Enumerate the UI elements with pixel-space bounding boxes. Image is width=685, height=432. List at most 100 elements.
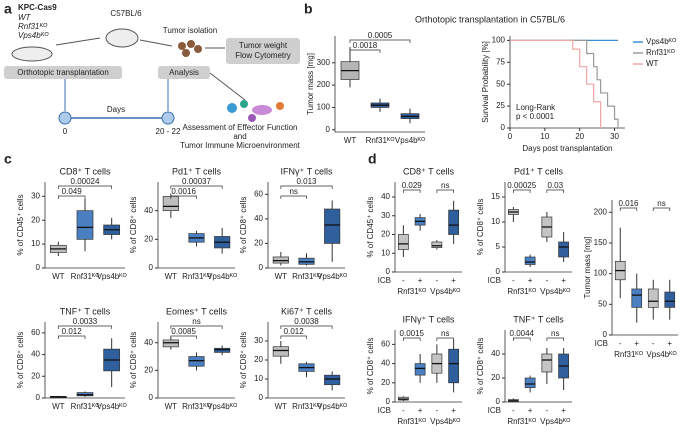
y-axis-label: Tumor mass [mg] — [583, 237, 592, 299]
p-value: 0.013 — [296, 177, 317, 186]
p-value: 0.0085 — [171, 327, 196, 336]
box — [448, 348, 460, 384]
y-tick-label: 60 — [381, 340, 390, 349]
bracket — [436, 337, 454, 341]
p-value: 0.0018 — [353, 41, 378, 50]
y-tick-label: 20 — [254, 355, 263, 364]
days-label: Days — [107, 105, 125, 114]
x-tick-label: + — [528, 276, 533, 285]
chart-title: Pd1⁺ T cells — [514, 166, 563, 176]
day: 20 - 22 — [156, 127, 181, 136]
p-value: ns — [657, 199, 665, 208]
p-value: ns — [441, 329, 449, 338]
y-axis-label: Survival Probability [%] — [481, 41, 490, 123]
legend-label: Rnf31ᴷᴼ — [646, 48, 675, 57]
y-tick-label: 0 — [259, 393, 264, 402]
x-tick-label: 20 — [575, 132, 584, 141]
arrow — [55, 37, 101, 46]
bracket — [403, 189, 421, 193]
mouse-strain: C57BL/6 — [110, 9, 142, 18]
box — [431, 241, 443, 248]
x-tick-label: - — [436, 276, 439, 285]
bracket — [546, 337, 564, 341]
y-tick-label: 150 — [594, 238, 608, 247]
x-tick-label: - — [652, 339, 655, 348]
x-tick-label: + — [561, 406, 566, 415]
y-axis-label: % of CD8⁺ cells — [129, 197, 138, 254]
axis — [504, 182, 572, 273]
y-tick-label: 300 — [317, 58, 331, 67]
y-tick-label: 0 — [36, 393, 41, 402]
x-tick-label: Vps4bᴷᴼ — [97, 272, 127, 281]
box — [631, 288, 643, 308]
y-axis-label: % of CD8⁺ cells — [476, 199, 485, 256]
x-tick-label: WT — [165, 402, 178, 411]
group-label: Rnf31ᴷᴼ — [397, 417, 426, 426]
genotype: WT — [18, 13, 32, 22]
group-label: Vps4bᴷᴼ — [430, 417, 460, 426]
x-tick-label: Vps4bᴷᴼ — [317, 402, 347, 411]
box — [76, 210, 94, 240]
panel-letter: a — [4, 1, 12, 17]
hue-label: ICB — [488, 406, 501, 415]
y-axis-label: % of CD8⁺ cells — [476, 338, 485, 395]
y-tick-label: 0 — [149, 393, 154, 402]
bracket — [57, 335, 86, 339]
y-tick-label: 75 — [496, 57, 505, 66]
bracket — [170, 335, 197, 339]
bracket — [513, 337, 531, 341]
bracket — [349, 39, 411, 43]
annotation: p < 0.0001 — [516, 112, 555, 121]
panel-title: Orthotopic transplantation in C57BL/6 — [415, 14, 565, 24]
bracket — [280, 195, 307, 199]
step-box — [4, 66, 122, 79]
p-value: 0.0038 — [294, 317, 319, 326]
readout: Flow Cytometry — [235, 51, 291, 60]
step-box — [158, 66, 210, 79]
bracket — [513, 189, 531, 193]
p-value: ns — [289, 187, 297, 196]
axis — [157, 182, 235, 269]
chart-title: CD8⁺ T cells — [403, 166, 454, 176]
x-tick-label: Rnf31ᴷᴼ — [182, 272, 211, 281]
cell-line: KPC-Cas9 — [18, 3, 57, 12]
bracket — [403, 337, 421, 341]
p-value: 0.0044 — [510, 329, 535, 338]
bracket — [170, 185, 223, 189]
y-tick-label: 20 — [254, 239, 263, 248]
y-tick-label: 20 — [381, 378, 390, 387]
p-value: ns — [551, 329, 559, 338]
y-axis-label: % of CD8⁺ cells — [366, 338, 375, 395]
y-tick-label: 40 — [31, 350, 40, 359]
y-tick-label: 0 — [259, 263, 264, 272]
x-tick-label: WT — [52, 402, 65, 411]
p-value: 0.0033 — [73, 317, 98, 326]
bracket — [280, 335, 307, 339]
x-tick-label: WT — [52, 272, 65, 281]
x-tick-label: + — [667, 339, 672, 348]
y-tick-label: 30 — [381, 211, 390, 220]
y-tick-label: 60 — [31, 328, 40, 337]
hue-label: ICB — [378, 276, 391, 285]
x-tick-label: 30 — [610, 132, 619, 141]
group-label: Rnf31ᴷᴼ — [397, 287, 426, 296]
chart-title: Pd1⁺ T cells — [172, 166, 221, 176]
x-tick-label: + — [451, 406, 456, 415]
diagram: KPC-Cas9 WT Rnf31ᴷᴼ Vps4bᴷᴼ C57BL/6 Tumo… — [4, 3, 301, 150]
step-box — [226, 38, 300, 64]
chart-title: TNF⁺ T cells — [60, 306, 111, 316]
bracket — [57, 185, 113, 189]
box — [272, 346, 289, 357]
p-value: 0.012 — [284, 327, 305, 336]
x-tick-label: - — [619, 339, 622, 348]
x-tick-label: - — [402, 406, 405, 415]
y-tick-label: 50 — [496, 79, 505, 88]
arrow — [209, 72, 246, 101]
bracket — [57, 195, 86, 199]
x-tick-label: Vps4bᴷᴼ — [395, 136, 425, 145]
x-tick-label: Vps4bᴷᴼ — [207, 402, 237, 411]
y-tick-label: 0 — [496, 267, 501, 276]
dish — [11, 46, 53, 62]
x-tick-label: Rnf31ᴷᴼ — [292, 402, 321, 411]
